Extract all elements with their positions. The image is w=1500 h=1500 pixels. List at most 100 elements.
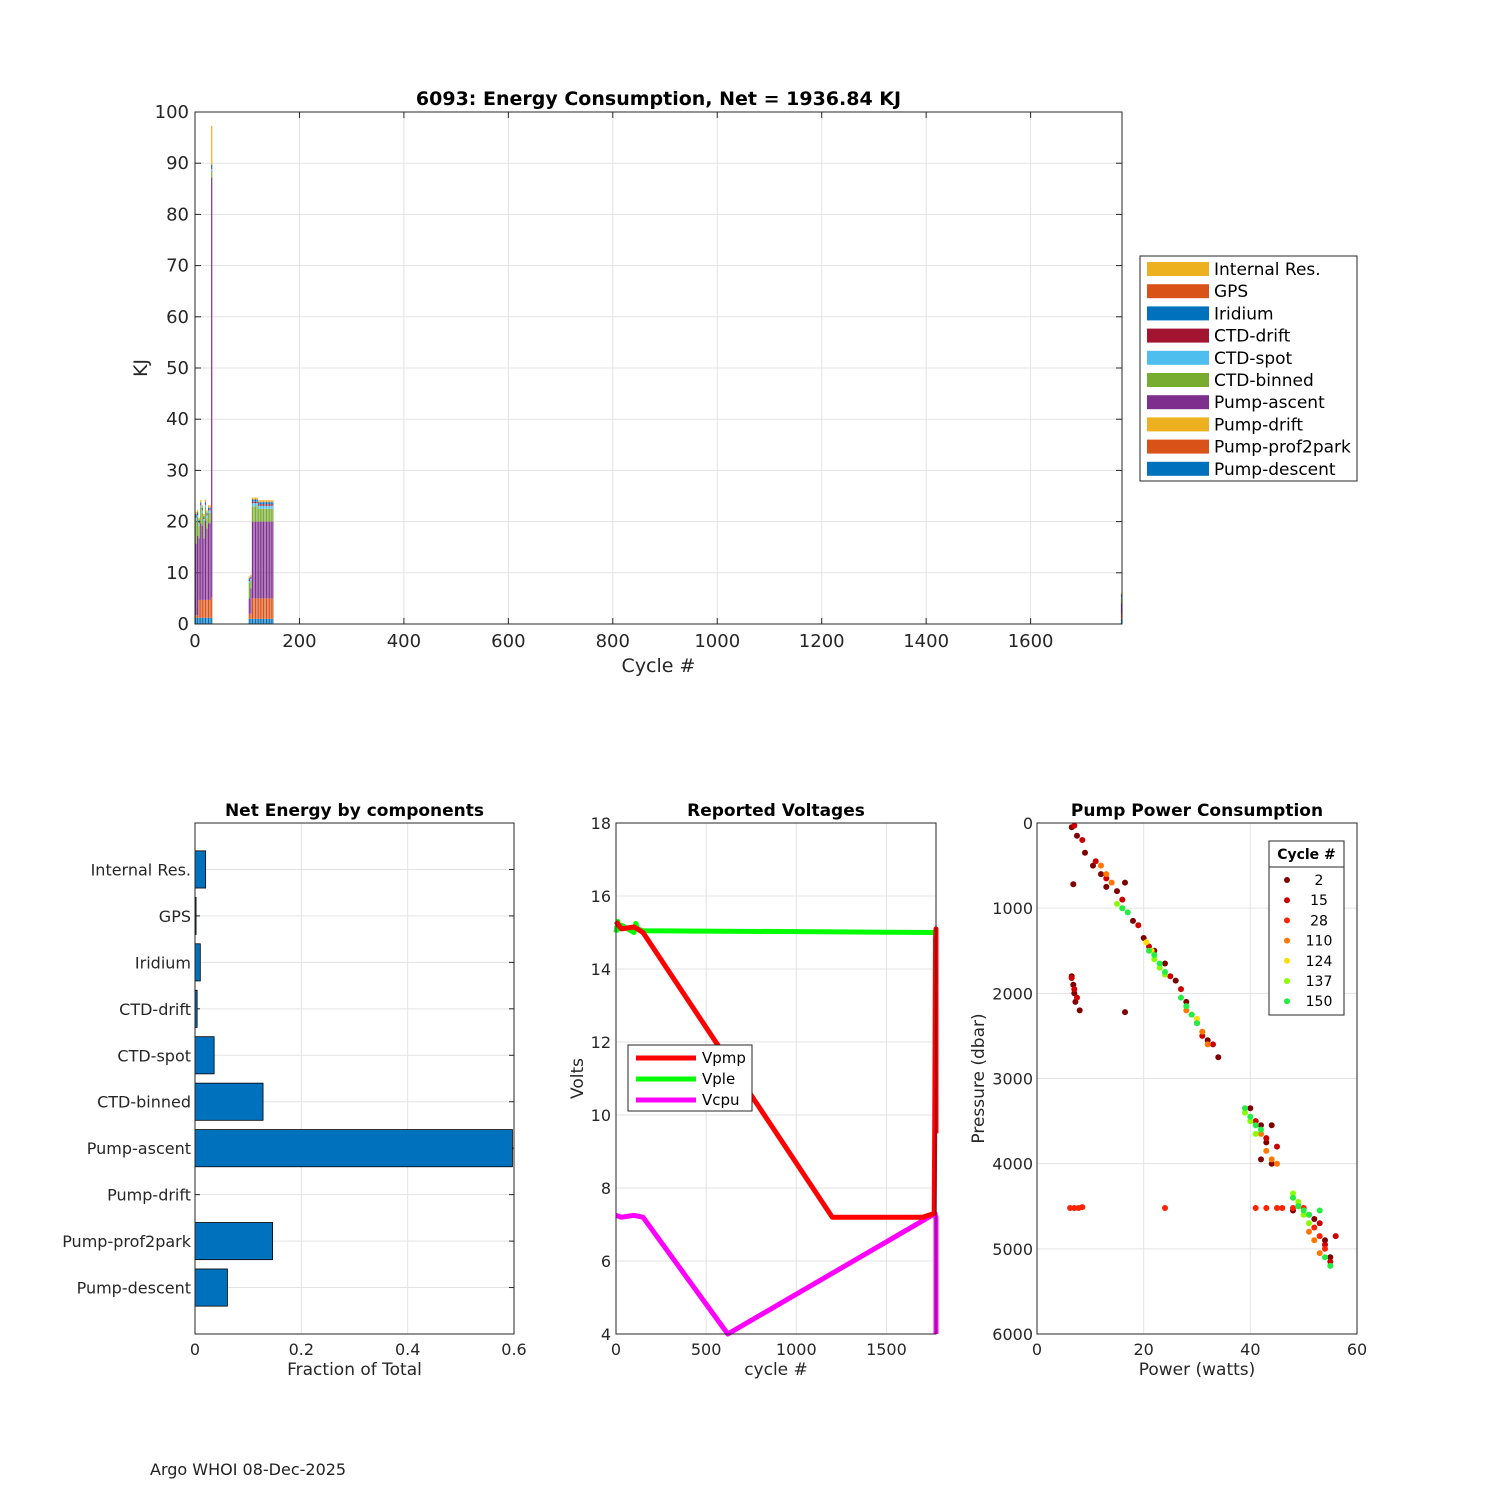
component-category-label: Iridium [135,953,191,972]
energy-bar-segment [265,504,268,506]
pump-point [1074,994,1080,1001]
pump-point [1074,832,1080,839]
pump-power-chart: 0 20 40 60 0 1000 2000 3000 4000 5000 6000 Pump Pow… [969,801,1367,1380]
pump-point [1210,1041,1216,1048]
energy-bar-segment [201,599,203,618]
energy-bar-segment [265,500,268,502]
pump-point [1178,986,1184,993]
energy-bar-segment [206,528,208,600]
pump-legend-label: 124 [1306,954,1333,970]
pump-point [1103,883,1110,890]
energy-bar-segment [272,598,274,619]
energy-bar-segment [267,505,269,509]
energy-bar-segment [1120,613,1123,619]
energy-legend-label: Pump-drift [1214,415,1303,435]
pump-y-tick-label: 1000 [992,899,1033,918]
energy-bar-segment [258,501,260,503]
pump-point [1067,1205,1074,1211]
energy-bar-segment [258,504,260,506]
energy-bar-segment [204,503,207,505]
energy-bar-segment [254,521,257,599]
pump-point [1071,986,1078,993]
energy-bar-segment [267,500,269,502]
energy-bar-segment [254,501,257,504]
pump-point [1143,939,1150,946]
energy-bar-segment [254,618,257,624]
pump-point [1070,881,1077,888]
pump-legend-marker [1284,877,1290,883]
energy-bar-segment [207,523,210,600]
energy-bar-segment [265,508,268,522]
pump-point [1122,879,1128,886]
pump-point [1103,871,1110,878]
energy-bar-segment [1120,598,1123,604]
energy-bar-segment [201,505,203,508]
footer-text: Argo WHOI 08-Dec-2025 [150,1460,347,1479]
energy-legend-swatch [1147,461,1209,476]
energy-bar-segment [200,502,202,505]
energy-bar-segment [204,507,207,521]
pump-point [1258,1126,1264,1133]
pump-point [1156,964,1163,971]
energy-bar-segment [261,598,263,619]
energy-bar-segment [203,538,205,600]
energy-x-tick-label: 1600 [1008,631,1054,652]
pump-point [1258,1156,1264,1163]
pump-point [1295,1199,1302,1205]
energy-bar-segment [248,576,250,578]
pump-point [1076,1007,1083,1014]
pump-point [1071,822,1078,829]
energy-bar-segment [195,520,197,544]
energy-bar-segment [269,598,271,619]
pump-point [1119,905,1126,912]
energy-bar-segment [211,171,213,178]
energy-bar-segment [206,518,208,529]
energy-bar-segment [248,579,250,581]
energy-bar-segment [211,597,213,618]
pump-point [1247,1118,1254,1125]
pump-legend-marker [1284,957,1290,964]
energy-axes-box [194,111,1123,625]
pump-point [1114,900,1120,907]
energy-bar-segment [270,500,272,502]
pump-point [1306,1211,1312,1218]
pump-point [1194,1015,1200,1022]
pump-point [1295,1203,1302,1210]
pump-point [1332,1233,1339,1240]
pump-y-label: Pressure (dbar) [969,1013,989,1143]
energy-bar-segment [207,512,210,524]
energy-bar-segment [1120,592,1123,595]
energy-bar-segment [248,583,250,599]
pump-legend-marker [1284,937,1290,944]
pump-point [1178,994,1184,1001]
energy-x-tick-label: 1000 [694,631,740,652]
energy-bar-segment [200,500,202,503]
pump-title: Pump Power Consumption [1071,801,1323,821]
energy-bar-segment [267,598,269,619]
energy-bar-segment [195,511,197,514]
energy-bar-segment [264,618,266,624]
component-bar [194,1129,513,1168]
energy-bar-segment [254,503,257,507]
energy-bar-segment [259,598,261,619]
energy-bar-segment [264,502,266,505]
energy-bar-segment [248,598,250,614]
pump-point [1327,1258,1334,1265]
energy-bar-segment [264,508,266,522]
energy-bar-segment [195,513,197,515]
energy-bar-segment [195,615,197,618]
energy-bar-segment [207,507,210,510]
energy-x-tick-label: 400 [387,631,421,652]
pump-point [1290,1205,1296,1211]
component-bar [194,1222,274,1261]
energy-bar-segment [1120,603,1123,614]
energy-bar-segment [262,618,265,624]
energy-x-tick-label: 200 [282,631,316,652]
energy-bar-segment [258,598,260,619]
energy-bar-segment [259,505,261,509]
energy-bar-segment [253,506,255,522]
energy-bar-segment [207,505,210,508]
energy-bar-segment [203,617,205,624]
pump-point [1204,1041,1211,1048]
pump-point [1311,1237,1318,1244]
